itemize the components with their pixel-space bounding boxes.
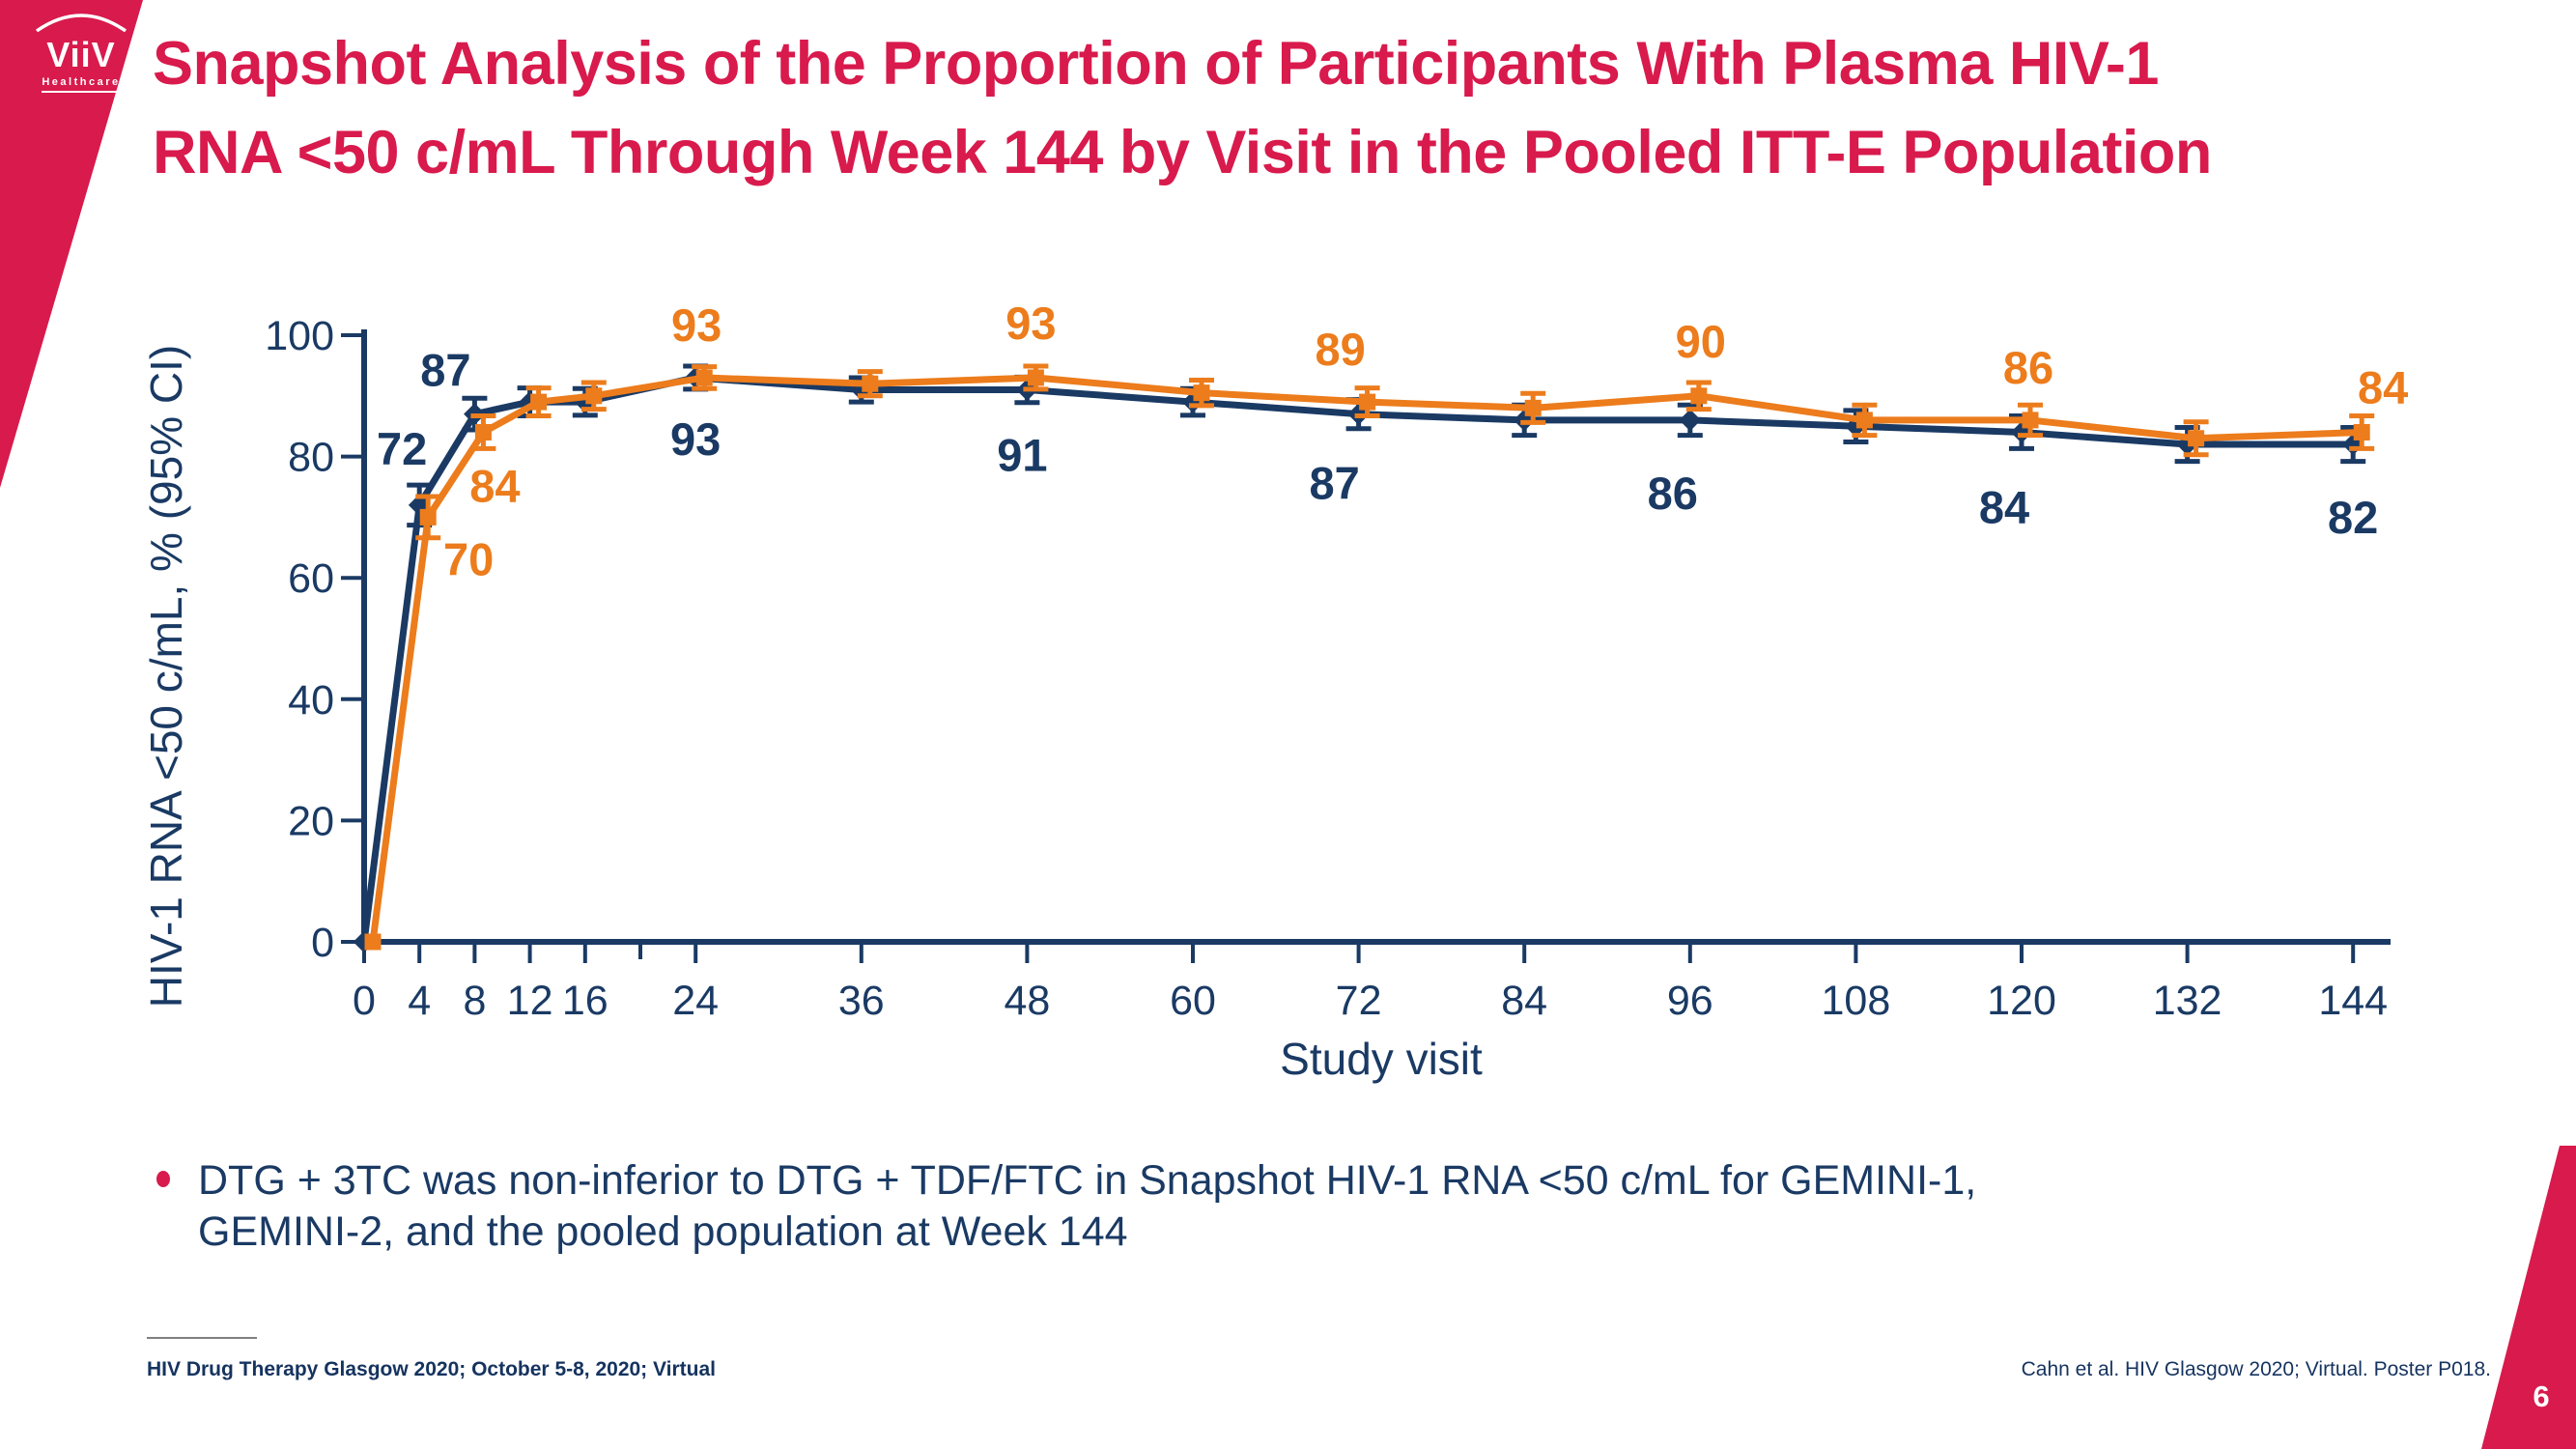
data-marker-square xyxy=(862,375,879,392)
data-label: 93 xyxy=(670,413,721,465)
logo-subtext: Healthcare xyxy=(42,76,121,93)
footer-citation: Cahn et al. HIV Glasgow 2020; Virtual. P… xyxy=(2021,1358,2491,1380)
data-marker-square xyxy=(419,508,437,526)
bullet-marker-icon xyxy=(156,1171,170,1187)
x-tick-label: 12 xyxy=(507,978,553,1024)
data-label: 72 xyxy=(377,423,427,474)
data-label: 70 xyxy=(443,533,494,584)
x-tick-label: 96 xyxy=(1667,978,1713,1024)
data-marker-square xyxy=(530,393,548,411)
x-tick-label: 4 xyxy=(408,978,431,1024)
y-tick-label: 40 xyxy=(288,677,334,724)
slide-title: Snapshot Analysis of the Proportion of P… xyxy=(153,19,2529,197)
data-marker-square xyxy=(585,387,603,405)
y-tick-label: 0 xyxy=(311,920,334,966)
x-tick-label: 8 xyxy=(463,978,486,1024)
data-label: 89 xyxy=(1315,324,1365,375)
x-tick-label: 132 xyxy=(2153,978,2222,1024)
y-tick-label: 20 xyxy=(288,798,334,844)
bullet-line-2: GEMINI-2, and the pooled population at W… xyxy=(198,1208,1128,1255)
logo-brand: ViiV xyxy=(46,35,116,74)
data-marker-square xyxy=(695,369,713,386)
page-number: 6 xyxy=(2533,1379,2550,1413)
x-tick-label: 24 xyxy=(672,978,719,1024)
viiv-logo: ViiV Healthcare xyxy=(23,12,139,93)
bullet-line-1: DTG + 3TC was non-inferior to DTG + TDF/… xyxy=(198,1157,1977,1204)
title-line-1: Snapshot Analysis of the Proportion of P… xyxy=(153,30,2159,98)
data-marker-square xyxy=(2022,412,2039,429)
x-tick-label: 36 xyxy=(838,978,885,1024)
x-tick-label: 60 xyxy=(1170,978,1216,1024)
data-label: 86 xyxy=(2003,342,2053,393)
data-label: 82 xyxy=(2328,492,2378,543)
data-label: 84 xyxy=(2358,361,2408,412)
data-label: 86 xyxy=(1648,468,1698,519)
data-marker-square xyxy=(1690,387,1708,405)
data-label: 87 xyxy=(1309,458,1359,509)
x-axis-title: Study visit xyxy=(1280,1034,1483,1084)
y-tick-label: 60 xyxy=(288,555,334,602)
data-marker-square xyxy=(1027,369,1044,386)
footnote-rule xyxy=(147,1337,257,1339)
data-label: 93 xyxy=(1005,298,1056,349)
x-tick-label: 72 xyxy=(1336,978,1382,1024)
data-marker-square xyxy=(474,423,492,440)
data-label: 84 xyxy=(1979,481,2029,532)
x-tick-label: 48 xyxy=(1004,978,1050,1024)
data-label: 93 xyxy=(671,299,722,351)
data-marker-square xyxy=(1524,399,1542,416)
data-label: 87 xyxy=(420,345,470,396)
x-tick-label: 16 xyxy=(562,978,609,1024)
y-axis-title: HIV-1 RNA <50 c/mL, % (95% CI) xyxy=(141,345,191,1008)
data-marker-square xyxy=(364,933,382,951)
x-tick-label: 0 xyxy=(353,978,376,1024)
x-tick-label: 144 xyxy=(2318,978,2388,1024)
data-label: 91 xyxy=(997,430,1047,481)
y-tick-label: 100 xyxy=(265,313,334,359)
x-tick-label: 108 xyxy=(1822,978,1891,1024)
data-marker-diamond xyxy=(1679,409,1702,432)
title-line-2: RNA <50 c/mL Through Week 144 by Visit i… xyxy=(153,119,2212,186)
data-label: 84 xyxy=(469,460,520,511)
data-marker-square xyxy=(2353,423,2370,440)
data-marker-square xyxy=(2188,430,2205,447)
bullet-text: DTG + 3TC was non-inferior to DTG + TDF/… xyxy=(198,1155,2535,1258)
series-line-dtg-3tc xyxy=(360,374,2354,943)
logo-arc-icon xyxy=(36,14,127,33)
x-tick-label: 84 xyxy=(1501,978,1547,1024)
data-marker-square xyxy=(1359,393,1376,411)
data-marker-square xyxy=(1193,384,1210,402)
series-line-dtg-tdf-ftc xyxy=(369,374,2363,943)
x-tick-label: 120 xyxy=(1987,978,2056,1024)
y-tick-label: 80 xyxy=(288,435,334,481)
footer-conference: HIV Drug Therapy Glasgow 2020; October 5… xyxy=(147,1358,716,1380)
data-label: 90 xyxy=(1676,316,1726,367)
data-marker-square xyxy=(1855,412,1873,429)
